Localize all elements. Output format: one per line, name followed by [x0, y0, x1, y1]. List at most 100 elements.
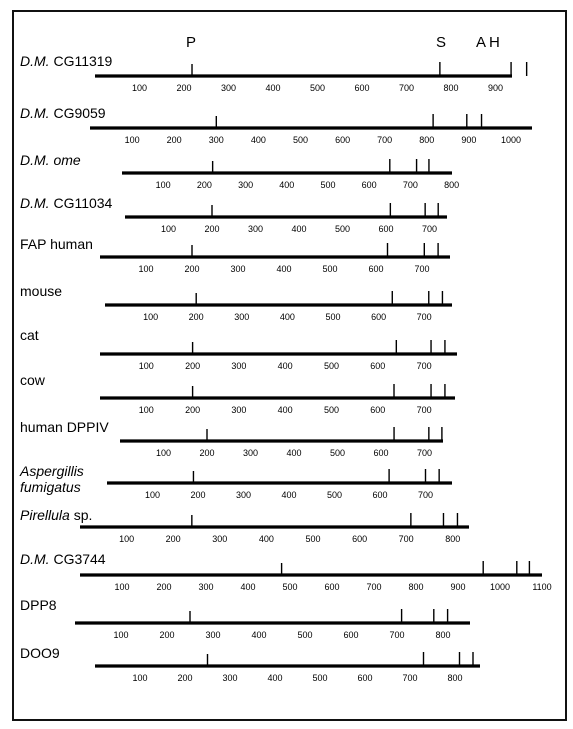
row-label: DOO9	[20, 645, 60, 661]
tick-label: 400	[251, 630, 266, 640]
header-marker-p: P	[186, 34, 196, 51]
row-label-name: FAP human	[20, 236, 93, 252]
row-label: D.M. CG3744	[20, 551, 106, 567]
tick-label: 100	[132, 83, 147, 93]
tick-label: 500	[305, 534, 320, 544]
tick-label: 300	[231, 361, 246, 371]
tick-label: 800	[443, 83, 458, 93]
row-label: human DPPIV	[20, 419, 109, 435]
tick-label: 200	[167, 135, 182, 145]
tick-label: 700	[403, 180, 418, 190]
tick-label: 100	[156, 448, 171, 458]
row-label: Pirellula sp.	[20, 507, 92, 523]
row-label: DPP8	[20, 597, 57, 613]
tick-label: 700	[417, 405, 432, 415]
tick-label: 500	[327, 490, 342, 500]
tick-label: 400	[267, 673, 282, 683]
tick-label: 400	[281, 490, 296, 500]
row-label-italic: D.M. ome	[20, 152, 81, 168]
tick-label: 300	[234, 312, 249, 322]
tick-label: 600	[324, 582, 339, 592]
tick-label: 700	[418, 490, 433, 500]
tick-label: 100	[139, 405, 154, 415]
tick-label: 500	[320, 180, 335, 190]
tick-label: 600	[372, 490, 387, 500]
tick-label: 300	[198, 582, 213, 592]
tick-label: 700	[377, 135, 392, 145]
tick-label: 400	[280, 312, 295, 322]
tick-label: 900	[450, 582, 465, 592]
tick-label: 300	[230, 264, 245, 274]
tick-label: 300	[236, 490, 251, 500]
tick-label: 600	[352, 534, 367, 544]
tick-label: 700	[399, 534, 414, 544]
row-label-italic: D.M.	[20, 105, 50, 121]
row-label: D.M. CG11319	[20, 53, 113, 69]
tick-label: 600	[335, 135, 350, 145]
tick-label: 300	[243, 448, 258, 458]
row-label: D.M. ome	[20, 152, 81, 168]
row-label-line2: fumigatus	[20, 479, 81, 495]
tick-label: 1000	[490, 582, 510, 592]
tick-label: 200	[197, 180, 212, 190]
tick-label: 700	[366, 582, 381, 592]
tick-label: 200	[177, 673, 192, 683]
tick-label: 700	[422, 224, 437, 234]
tick-label: 100	[156, 180, 171, 190]
tick-label: 400	[240, 582, 255, 592]
tick-label: 400	[291, 224, 306, 234]
tick-label: 300	[221, 83, 236, 93]
tick-label: 500	[312, 673, 327, 683]
tick-label: 400	[251, 135, 266, 145]
tick-label: 700	[417, 312, 432, 322]
row-label: D.M. CG9059	[20, 105, 106, 121]
tick-label: 100	[125, 135, 140, 145]
row-label-italic: Aspergillis	[19, 463, 84, 479]
tick-label: 200	[159, 630, 174, 640]
tick-label: 200	[176, 83, 191, 93]
row-label-name: CG11034	[50, 195, 113, 211]
tick-label: 500	[330, 448, 345, 458]
tick-label: 500	[282, 582, 297, 592]
tick-label: 1000	[501, 135, 521, 145]
tick-label: 700	[417, 361, 432, 371]
tick-label: 100	[132, 673, 147, 683]
tick-label: 400	[286, 448, 301, 458]
tick-label: 600	[362, 180, 377, 190]
tick-label: 600	[370, 361, 385, 371]
tick-label: 200	[185, 361, 200, 371]
row-label: cow	[20, 372, 46, 388]
row-label-name: CG3744	[50, 551, 106, 567]
tick-label: 400	[278, 405, 293, 415]
tick-label: 600	[354, 83, 369, 93]
tick-label: 200	[189, 312, 204, 322]
row-label-name: DOO9	[20, 645, 60, 661]
tick-label: 900	[488, 83, 503, 93]
row-label: FAP human	[20, 236, 93, 252]
row-label-name: mouse	[20, 283, 62, 299]
tick-label: 800	[408, 582, 423, 592]
tick-label: 200	[184, 264, 199, 274]
tick-label: 700	[402, 673, 417, 683]
tick-label: 800	[419, 135, 434, 145]
tick-label: 600	[343, 630, 358, 640]
tick-label: 300	[212, 534, 227, 544]
tick-label: 500	[324, 361, 339, 371]
tick-label: 1100	[532, 582, 551, 592]
tick-label: 600	[371, 312, 386, 322]
tick-label: 200	[190, 490, 205, 500]
tick-label: 100	[119, 534, 134, 544]
tick-label: 100	[145, 490, 160, 500]
row-label: D.M. CG11034	[20, 195, 113, 211]
tick-label: 700	[399, 83, 414, 93]
tick-label: 300	[205, 630, 220, 640]
tick-label: 300	[238, 180, 253, 190]
row-label-name: DPP8	[20, 597, 57, 613]
row-label-name: cat	[20, 327, 39, 343]
tick-label: 400	[276, 264, 291, 274]
row-label-name: CG9059	[50, 105, 106, 121]
tick-label: 100	[161, 224, 176, 234]
header-marker-s: S	[436, 34, 446, 51]
tick-label: 500	[324, 405, 339, 415]
tick-label: 600	[357, 673, 372, 683]
